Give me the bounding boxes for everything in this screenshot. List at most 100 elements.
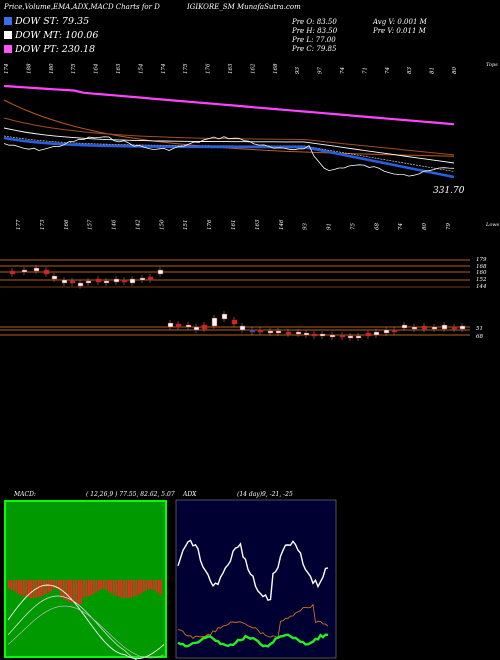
macd-histogram-bar [120,580,123,598]
legend-swatch [4,45,12,53]
ema-mid-line [3,117,455,156]
macd-histogram-bar [43,580,45,596]
macd-params: ( 12,26,9 ) 77.55, 82.62, 5.07 [86,491,175,498]
legend-label: DOW MT: 100.06 [15,30,99,41]
candle-body [193,326,200,331]
corner-tops-label: Tops [486,62,498,68]
macd-histogram-bar [60,580,63,598]
macd-histogram-bar [110,580,113,594]
adx-lines [177,539,329,648]
chart-source: IGIKORE_SM MunafaSutra.com [187,3,301,11]
candle-body [267,330,274,334]
candle-body [103,280,110,284]
macd-histogram-bar [158,580,160,594]
macd-histogram-bar [130,580,133,598]
macd-histogram-bar [160,580,163,595]
macd-histogram-bar [65,580,68,601]
candle-body [95,278,102,283]
bottom-value-label: 176 [207,219,213,230]
macd-histogram-bar [58,580,60,590]
macd-histogram-bar [93,580,95,594]
macd-histogram-bar [118,580,120,597]
candle-body [249,329,256,333]
bottom-value-label: 79 [446,223,452,230]
candle-body [129,278,136,284]
top-value-label: 74 [340,67,346,74]
bottom-value-label: 142 [135,219,141,230]
macd-histogram-bar [108,580,110,592]
legend-label: DOW ST: 79.35 [15,16,90,27]
price-line [3,136,455,177]
candle-body [139,277,146,281]
candle-body [441,324,448,330]
macd-histogram-bar [48,580,50,593]
candle-body [339,334,346,338]
macd-histogram-bar [138,580,140,595]
macd-signal-line [7,595,164,660]
macd-title: MACD: [13,491,36,498]
macd-histogram-bar [23,580,25,597]
candles [9,265,466,341]
macd-histogram-bar [88,580,90,597]
top-value-label: 188 [26,63,32,74]
ema-pt-line [3,84,455,126]
candle-body [43,269,50,275]
candle-body [329,334,336,338]
top-value-label: 174 [4,63,10,74]
top-value-label: 83 [407,67,413,74]
top-value-label: 80 [452,67,458,74]
candle-body [411,326,418,330]
macd-histogram-bar [123,580,125,598]
macd-histogram-bar [45,580,48,594]
candle-body [221,313,228,320]
top-value-label: 174 [161,63,167,74]
macd-histogram-bar [83,580,85,598]
macd-histogram-bar [143,580,145,593]
candle-body [355,335,362,339]
candle-body [383,329,390,334]
bottom-value-label: 75 [350,223,356,230]
bottom-value-label: 93 [303,223,309,230]
macd-histogram-bar [70,580,73,603]
level-label: 68 [476,334,483,340]
level-label: 160 [476,270,487,276]
candle-body [391,329,398,333]
top-value-label: 164 [94,63,100,74]
bottom-value-label: 68 [374,223,380,230]
candle-body [85,280,92,284]
level-label: 144 [476,284,487,290]
candle-body [201,324,208,330]
candle-body [9,270,16,275]
bottom-value-label: 163 [255,219,261,230]
macd-histogram-bar [10,580,13,590]
bottom-value-label: 161 [231,220,237,231]
macd-histogram-bar [128,580,130,598]
macd-line [7,584,165,660]
macd-histogram-bar [38,580,40,598]
bottom-value-label: 151 [183,220,189,231]
macd-histogram-bar [103,580,105,589]
bottom-value-label: 150 [159,219,165,230]
macd-histogram-bar [125,580,128,598]
top-value-label: 163 [228,63,234,74]
legend-swatch [4,17,12,25]
macd-histogram-bar [95,580,98,593]
adx-panel-bg [175,499,337,659]
bottom-value-label: 157 [88,219,94,230]
level-label: 51 [476,326,483,332]
top-value-label: 176 [206,63,212,74]
top-value-label: 154 [138,63,144,74]
macd-histogram-bar [15,580,18,593]
macd-histogram-bar [40,580,43,597]
macd-histogram-bar [13,580,15,592]
macd-histogram-bar [100,580,103,590]
candle-body [185,324,192,328]
legend-dow-mt: DOW MT: 100.06 [4,30,98,41]
macd-histogram-bar [63,580,65,599]
top-value-label: 81 [430,67,436,74]
macd-histogram-bar [80,580,83,604]
macd-histogram-bar [115,580,118,596]
top-value-label: 93 [295,67,301,74]
macd-histogram-bar [68,580,70,602]
